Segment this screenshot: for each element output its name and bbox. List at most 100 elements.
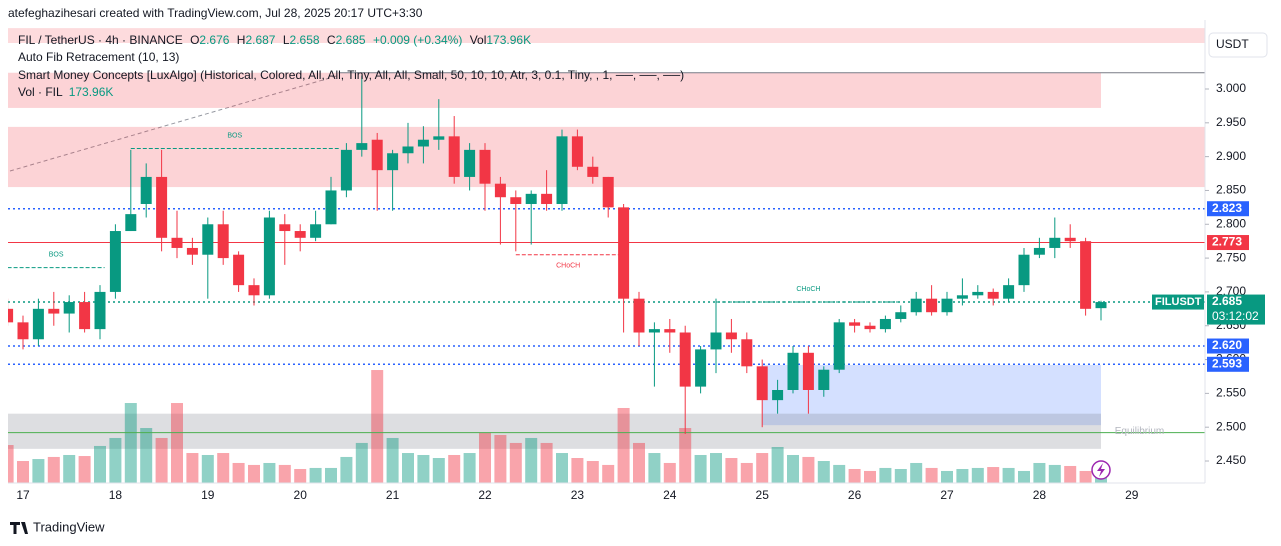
volume-bar xyxy=(571,457,584,483)
price-label-box xyxy=(1207,338,1249,354)
volume-bar xyxy=(402,453,414,483)
price-label-box xyxy=(1207,235,1249,251)
symbol-tag: FILUSDT xyxy=(1155,296,1202,308)
candle-body xyxy=(387,153,399,171)
candle-body xyxy=(94,291,106,330)
y-tick-label: 2.950 xyxy=(1216,115,1246,129)
volume-bar xyxy=(864,470,876,483)
zone xyxy=(8,28,1205,43)
volume-bar xyxy=(679,428,692,483)
volume-bar xyxy=(787,454,799,483)
caption: atefeghazihesari created with TradingVie… xyxy=(8,6,423,20)
price-label: 2.620 xyxy=(1212,338,1242,352)
x-tick-label: 18 xyxy=(109,488,123,502)
volume-bar xyxy=(432,457,445,483)
candle-body xyxy=(79,302,91,330)
volume-bar xyxy=(586,461,599,483)
volume-bar xyxy=(879,467,892,483)
volume-bar xyxy=(894,468,907,483)
candle-body xyxy=(1095,302,1107,309)
y-tick-label: 2.750 xyxy=(1216,250,1246,264)
candle-body xyxy=(956,295,968,299)
candle-body xyxy=(464,149,476,177)
x-tick-label: 22 xyxy=(478,488,492,502)
currency-button[interactable] xyxy=(1208,32,1268,58)
volume-bar xyxy=(371,370,384,483)
indicator-legend[interactable]: Smart Money Concepts [LuxAlgo] (Historic… xyxy=(18,68,684,82)
volume-bar xyxy=(201,454,214,483)
volume-bar xyxy=(17,461,29,483)
volume-bar xyxy=(171,403,183,483)
symbol: FIL / TetherUS · 4h · BINANCE xyxy=(18,33,183,47)
volume-legend[interactable]: Vol · FIL 173.96K xyxy=(18,85,113,99)
candle-body xyxy=(541,193,553,204)
candle-body xyxy=(879,318,891,330)
x-tick-label: 23 xyxy=(571,488,585,502)
candle-body xyxy=(725,332,737,340)
volume-bar xyxy=(78,456,91,483)
y-tick-label: 2.500 xyxy=(1216,419,1246,433)
candle-body xyxy=(17,322,29,340)
footer: TradingView xyxy=(33,519,105,534)
candle-body xyxy=(156,176,168,238)
candle-body xyxy=(294,231,306,238)
volume-bar xyxy=(987,467,1000,483)
volume-bar xyxy=(648,453,661,483)
x-tick-label: 29 xyxy=(1125,488,1139,502)
countdown: 03:12:02 xyxy=(1212,309,1259,323)
candle-body xyxy=(1033,247,1045,255)
candle-body xyxy=(926,298,938,313)
volume-bar xyxy=(740,462,753,483)
volume-bar xyxy=(956,468,969,483)
volume-bar xyxy=(833,464,846,483)
x-tick-label: 25 xyxy=(756,488,770,502)
candle-body xyxy=(664,329,676,333)
volume-bar xyxy=(217,453,230,483)
h-value: 2.687 xyxy=(245,33,275,47)
candle-body xyxy=(494,183,506,198)
volume-bar xyxy=(278,464,291,483)
volume-bar xyxy=(941,470,953,483)
structure-label: Equilibrium xyxy=(1115,426,1164,437)
volume-bar xyxy=(232,462,245,483)
volume-bar xyxy=(556,453,568,483)
structure-label: CHoCH xyxy=(796,286,820,293)
volume-bar xyxy=(771,447,784,483)
volume-bar xyxy=(971,467,984,483)
candle-body xyxy=(802,352,814,390)
volume-bar xyxy=(355,442,368,483)
candle-body xyxy=(125,214,137,232)
candle-body xyxy=(325,190,337,225)
volume-bar xyxy=(1002,467,1015,483)
h-label: H xyxy=(237,33,246,47)
candle-body xyxy=(433,136,445,140)
price-label: 2.823 xyxy=(1212,201,1242,215)
volume-bar xyxy=(479,432,491,483)
volume-bar xyxy=(1018,470,1030,483)
candle-body xyxy=(310,224,322,238)
candle-body xyxy=(741,339,753,367)
candle-body xyxy=(340,149,352,191)
x-tick-label: 24 xyxy=(663,488,677,502)
volume-bar xyxy=(925,467,938,483)
x-tick-label: 27 xyxy=(940,488,954,502)
volume-bar xyxy=(47,456,60,483)
candle-body xyxy=(910,298,922,313)
volume-bar xyxy=(817,461,830,483)
candle-body xyxy=(1080,241,1092,309)
candle-body xyxy=(772,389,784,401)
volume-bar xyxy=(309,467,322,483)
l-label: L xyxy=(283,33,290,47)
candle-body xyxy=(510,197,522,204)
volume-bar xyxy=(32,459,45,483)
vol-value: 173.96K xyxy=(486,33,531,47)
candle-body xyxy=(787,352,799,390)
currency[interactable]: USDT xyxy=(1216,37,1249,51)
volume-bar xyxy=(633,442,645,483)
indicator-legend[interactable]: Auto Fib Retracement (10, 13) xyxy=(18,50,179,64)
volume-bar xyxy=(155,437,168,483)
vol-label: Vol xyxy=(470,33,487,47)
volume-bar xyxy=(710,453,722,483)
candle-body xyxy=(448,136,460,177)
